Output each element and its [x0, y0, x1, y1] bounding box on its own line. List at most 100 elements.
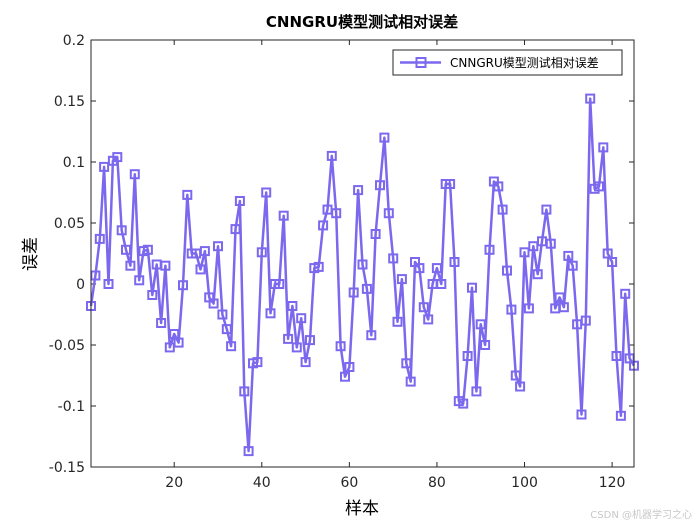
data-point-marker	[519, 247, 530, 258]
data-point-marker	[305, 335, 315, 346]
data-point-marker	[195, 264, 206, 275]
data-point-marker	[396, 274, 407, 285]
data-point-marker	[142, 244, 153, 255]
data-point-marker	[383, 208, 394, 219]
data-point-marker	[423, 314, 434, 325]
data-point-marker	[116, 225, 127, 236]
y-tick-label: -0.05	[49, 338, 85, 354]
data-point-marker	[585, 93, 596, 104]
y-tick-label: 0.05	[54, 216, 85, 232]
data-point-marker	[199, 246, 210, 257]
data-point-marker	[252, 357, 263, 368]
data-point-marker	[475, 319, 486, 330]
data-point-marker	[471, 386, 482, 397]
data-point-marker	[287, 301, 298, 311]
plot-frame	[90, 39, 635, 468]
data-point-marker	[256, 247, 267, 258]
data-point-marker	[545, 238, 556, 249]
data-point-marker	[147, 290, 158, 300]
data-point-marker	[243, 446, 254, 457]
data-point-marker	[335, 341, 346, 352]
data-point-marker	[326, 150, 337, 161]
x-tick-label: 100	[511, 475, 538, 491]
data-point-marker	[484, 244, 495, 255]
data-point-marker	[567, 260, 578, 271]
data-point-marker	[375, 180, 385, 191]
x-axis-ticks: 20 40 60 80 100 120	[165, 40, 625, 491]
series-layer	[86, 93, 639, 457]
data-point-marker	[510, 370, 521, 381]
data-point-marker	[274, 279, 285, 289]
y-tick-label: -0.1	[58, 399, 85, 415]
data-point-marker	[418, 302, 429, 313]
data-point-marker	[296, 313, 307, 324]
x-axis-label: 样本	[345, 499, 379, 519]
data-point-marker	[515, 381, 526, 392]
y-tick-label: 0.2	[63, 33, 85, 49]
data-point-marker	[576, 409, 587, 420]
data-point-marker	[541, 204, 552, 215]
legend: CNNGRU模型测试相对误差	[392, 49, 623, 76]
data-point-marker	[580, 315, 591, 326]
data-point-marker	[594, 181, 604, 192]
data-point-marker	[532, 269, 543, 280]
data-point-marker	[615, 410, 626, 421]
data-point-marker	[357, 259, 368, 270]
data-point-marker	[348, 287, 359, 298]
y-tick-label: 0	[76, 277, 85, 293]
data-point-marker	[125, 260, 136, 271]
data-point-marker	[506, 304, 517, 315]
data-point-marker	[414, 263, 425, 274]
data-point-marker	[445, 179, 456, 189]
data-point-marker	[467, 282, 477, 293]
data-point-marker	[340, 371, 350, 382]
data-point-marker	[366, 330, 377, 341]
data-point-marker	[462, 351, 473, 361]
data-point-marker	[361, 283, 372, 294]
data-point-marker	[217, 309, 228, 320]
data-point-marker	[226, 341, 237, 352]
legend-marker-swatch	[415, 57, 427, 68]
data-point-marker	[230, 224, 241, 235]
data-point-marker	[405, 376, 416, 387]
data-point-marker	[353, 185, 364, 196]
x-tick-label: 40	[253, 475, 271, 491]
x-tick-label: 120	[599, 475, 626, 491]
data-point-marker	[563, 250, 574, 261]
data-point-marker	[558, 302, 569, 313]
data-point-marker	[607, 257, 618, 267]
legend-label: CNNGRU模型测试相对误差	[450, 55, 599, 70]
data-point-marker	[611, 351, 622, 361]
data-point-marker	[221, 324, 232, 335]
data-point-marker	[112, 152, 123, 163]
data-point-marker	[458, 398, 469, 409]
data-point-marker	[291, 342, 302, 353]
series-line	[89, 97, 636, 453]
data-point-marker	[99, 161, 110, 172]
data-point-marker	[278, 210, 289, 221]
data-point-marker	[156, 318, 167, 328]
y-tick-label: 0.15	[54, 94, 85, 110]
watermark: CSDN @机器学习之心	[590, 510, 692, 521]
data-point-marker	[182, 189, 193, 200]
data-point-marker	[103, 279, 114, 289]
data-point-marker	[449, 257, 460, 267]
x-tick-label: 80	[428, 475, 446, 491]
data-point-marker	[331, 208, 342, 219]
data-point-marker	[313, 261, 324, 272]
x-tick-label: 20	[165, 475, 183, 491]
data-point-marker	[213, 241, 223, 252]
data-point-marker	[234, 196, 245, 206]
y-tick-label: -0.15	[49, 460, 85, 476]
data-point-marker	[502, 265, 512, 276]
data-point-marker	[344, 362, 355, 372]
data-point-marker	[370, 229, 381, 239]
legend-box	[392, 49, 623, 76]
data-point-marker	[497, 204, 508, 215]
data-point-marker	[173, 337, 184, 348]
data-point-marker	[318, 220, 329, 231]
data-point-marker	[265, 308, 276, 319]
data-point-marker	[620, 288, 631, 299]
x-tick-label: 60	[340, 475, 358, 491]
data-point-marker	[379, 132, 390, 143]
